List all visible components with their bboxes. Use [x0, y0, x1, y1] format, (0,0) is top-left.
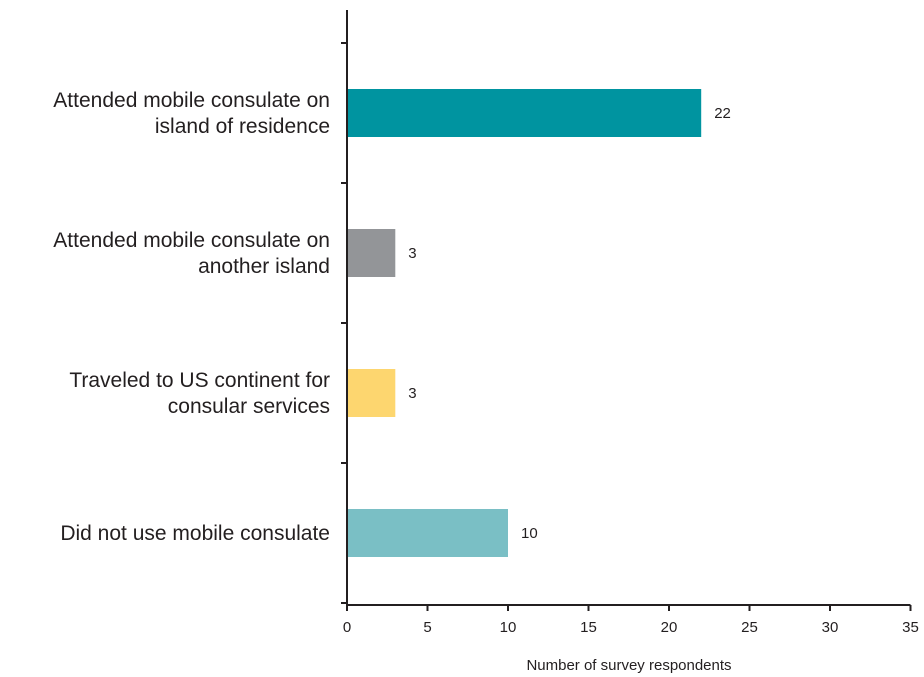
axes-layer: [341, 10, 912, 611]
category-label-2: Traveled to US continent for consular ser…: [69, 369, 330, 418]
category-label-1: Attended mobile consulate on another isla…: [53, 229, 330, 278]
bar-1: [347, 229, 396, 277]
value-label-1: 3: [408, 245, 416, 262]
category-label-line: Traveled to US continent for: [69, 369, 330, 392]
value-label-2: 3: [408, 385, 416, 402]
bar-3: [347, 509, 508, 557]
bar-2: [347, 369, 396, 417]
category-label-3: Did not use mobile consulate: [60, 522, 330, 545]
category-label-line: Attended mobile consulate on: [53, 89, 330, 112]
x-tick-label-2: 10: [500, 619, 517, 636]
category-label-line: Did not use mobile consulate: [60, 522, 330, 545]
x-tick-label-6: 30: [822, 619, 839, 636]
value-label-3: 10: [521, 525, 538, 542]
category-label-line: another island: [198, 255, 330, 278]
x-tick-label-4: 20: [661, 619, 678, 636]
x-tick-label-3: 15: [580, 619, 597, 636]
value-label-0: 22: [714, 105, 731, 122]
category-label-line: Attended mobile consulate on: [53, 229, 330, 252]
category-label-line: consular services: [168, 395, 330, 418]
category-label-0: Attended mobile consulate on island of re…: [53, 89, 330, 138]
x-tick-label-1: 5: [423, 619, 431, 636]
bars-layer: [347, 89, 702, 557]
x-axis-title: Number of survey respondents: [526, 657, 731, 674]
labels-layer: 22 Attended mobile consulate on island of …: [53, 89, 919, 636]
bar-0: [347, 89, 702, 137]
category-label-line: island of residence: [155, 115, 330, 138]
x-tick-label-0: 0: [343, 619, 351, 636]
x-tick-label-7: 35: [902, 619, 919, 636]
x-tick-label-5: 25: [741, 619, 758, 636]
